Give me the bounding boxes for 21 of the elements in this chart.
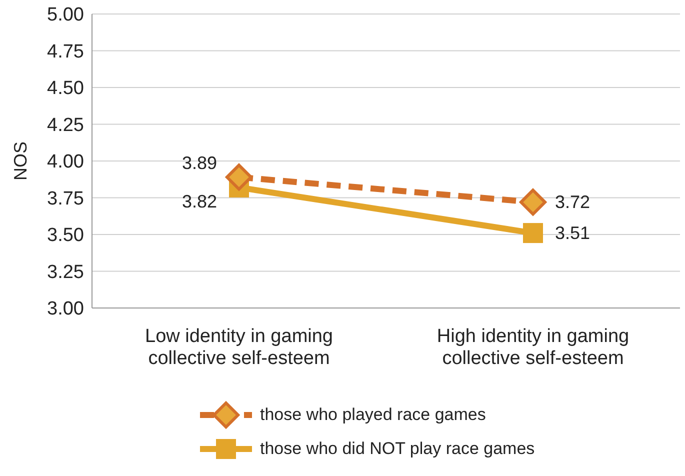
y-axis-title: NOS xyxy=(10,141,30,181)
y-tick-label: 3.25 xyxy=(47,262,84,283)
x-tick-label: High identity in gaming collective self-esteem xyxy=(436,326,630,369)
y-tick-label: 4.50 xyxy=(47,78,84,100)
legend-label: those who did NOT play race games xyxy=(260,439,535,459)
y-tick-label: 3.75 xyxy=(47,188,84,210)
point xyxy=(520,188,546,216)
y-tick-label: 3.50 xyxy=(47,225,84,246)
point xyxy=(523,223,543,244)
y-tick-label: 3.00 xyxy=(47,298,84,320)
point xyxy=(226,164,252,191)
data-label: 3.89 xyxy=(182,153,217,174)
y-tick-label: 4.00 xyxy=(47,152,84,173)
y-tick-label: 4.25 xyxy=(47,114,84,136)
x-tick-label: Low identity in gaming collective self-esteem xyxy=(145,326,333,369)
y-tick-label: 4.75 xyxy=(47,41,84,62)
legend-label: those who played race games xyxy=(260,405,486,425)
data-label: 3.51 xyxy=(555,223,590,244)
y-tick-label: 5.00 xyxy=(47,4,84,26)
data-label: 3.72 xyxy=(555,192,590,212)
data-label: 3.82 xyxy=(182,191,217,212)
